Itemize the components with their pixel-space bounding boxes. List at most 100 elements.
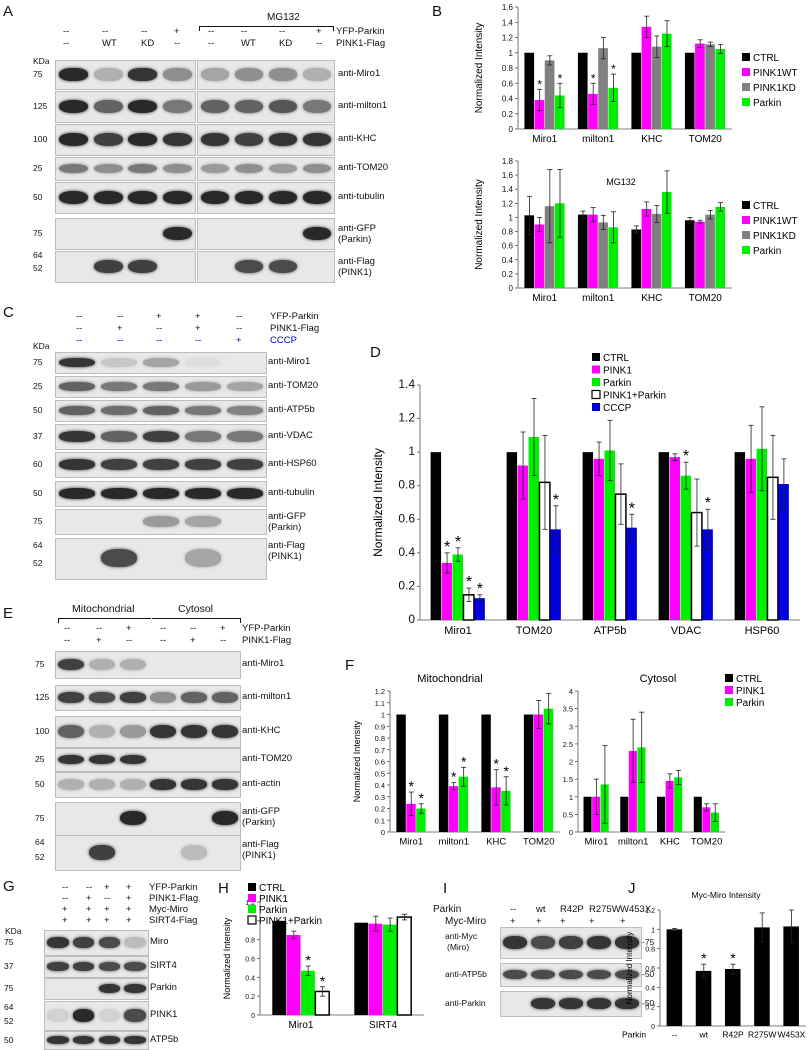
lane-treatment-mark: + xyxy=(190,635,196,646)
blot-band xyxy=(128,163,158,174)
bar xyxy=(598,222,608,288)
panel-letter-h: H xyxy=(218,880,229,897)
blot-band xyxy=(72,1009,95,1022)
mg132-bracket xyxy=(199,26,334,31)
blot-band xyxy=(587,969,611,980)
mw-marker: 50 xyxy=(33,405,43,415)
bar xyxy=(286,934,301,1015)
bar xyxy=(534,224,545,288)
category-label: milton1 xyxy=(582,293,615,304)
bar xyxy=(396,916,412,1016)
y-tick-label: 1.4 xyxy=(502,18,514,27)
significance-star: * xyxy=(466,574,472,591)
lane-treatment-mark: -- xyxy=(156,335,163,346)
blot-band xyxy=(89,754,115,765)
lane-treatment-mark: + xyxy=(104,915,110,926)
blot-band xyxy=(72,937,95,948)
lane-treatment-mark: -- xyxy=(117,311,124,322)
legend-label: Parkin xyxy=(259,905,287,916)
blot-band xyxy=(128,190,158,204)
legend-label: PINK1+Parkin xyxy=(603,391,666,402)
legend-label: CTRL xyxy=(259,883,286,894)
blot-band xyxy=(89,692,115,703)
category-label: TOM20 xyxy=(523,837,555,848)
y-tick-label: 0 xyxy=(569,828,573,837)
antibody-label: anti-Miro1 xyxy=(242,658,285,669)
lane-treatment-mark: -- xyxy=(64,623,71,634)
y-tick-label: 0.9 xyxy=(375,722,385,731)
y-tick-label: 1 xyxy=(408,444,415,458)
blot-band xyxy=(58,163,88,174)
lane-treatment-mark: + xyxy=(156,311,162,322)
blot-band xyxy=(93,163,123,174)
antibody-label: anti-KHC xyxy=(242,725,281,736)
y-axis-label: Normalized Intensity xyxy=(371,448,385,557)
lane-treatment-mark: -- xyxy=(62,882,69,893)
lane-treatment-mark: -- xyxy=(160,635,167,646)
mw-marker: 125 xyxy=(35,692,50,702)
x-axis-title: Parkin xyxy=(622,1030,646,1040)
legend-label: PINK1KD xyxy=(753,231,796,242)
y-tick-label: 0 xyxy=(509,125,514,134)
blot-band xyxy=(89,658,115,671)
panel-letter-b: B xyxy=(432,3,443,20)
y-tick-label: 1.2 xyxy=(398,411,415,425)
blot-band xyxy=(227,431,263,442)
antibody-label: anti-tubulin xyxy=(338,191,385,202)
lane-treatment-mark: -- xyxy=(156,323,163,334)
significance-star: * xyxy=(320,973,326,989)
panel-letter-e: E xyxy=(3,605,14,622)
blot-a-left xyxy=(55,91,196,123)
bar xyxy=(272,920,287,1015)
blot-band xyxy=(200,132,230,146)
blot-a-right xyxy=(197,124,335,156)
lane-treatment-mark: + xyxy=(220,623,226,634)
legend-label: PINK1+Parkin xyxy=(259,916,322,927)
blot-band xyxy=(181,754,207,765)
legend-swatch xyxy=(591,389,601,400)
blot-band xyxy=(98,1036,121,1044)
blot-band xyxy=(185,459,221,470)
y-tick-label: 0.2 xyxy=(502,270,514,279)
significance-star: * xyxy=(553,492,559,509)
bar xyxy=(715,48,726,129)
y-tick-label: 1 xyxy=(651,927,655,934)
lane-treatment-mark: -- xyxy=(76,323,83,334)
antibody-label: anti-Miro1 xyxy=(268,356,311,367)
blot-band xyxy=(185,431,221,442)
bar xyxy=(577,214,588,288)
antibody-label-sub: (PINK1) xyxy=(338,267,372,278)
y-tick-label: 0.5 xyxy=(375,769,385,778)
blot-band xyxy=(58,190,88,204)
antibody-label-sub: (Miro) xyxy=(447,942,470,952)
legend-swatch xyxy=(725,686,733,694)
y-tick-label: 1.4 xyxy=(502,185,514,194)
blot-band xyxy=(234,163,264,174)
y-tick-label: 0 xyxy=(651,1024,655,1031)
antibody-label: anti-HSP60 xyxy=(268,458,317,469)
blot-band xyxy=(268,68,298,81)
blot-a-left xyxy=(55,157,196,181)
blot-band xyxy=(101,549,137,567)
blot-band xyxy=(181,692,207,703)
bar xyxy=(783,926,799,1026)
bar xyxy=(554,203,565,288)
category-label: Miro1 xyxy=(399,837,423,848)
bar xyxy=(544,60,555,129)
blot-band xyxy=(615,998,639,1009)
bar xyxy=(598,48,608,129)
blot-band xyxy=(268,99,298,113)
mw-marker: 75 xyxy=(33,516,43,526)
bar xyxy=(695,43,705,129)
blot-band xyxy=(59,358,95,367)
blot-band xyxy=(58,692,85,703)
bar xyxy=(533,714,544,832)
lane-treatment-mark: -- xyxy=(76,311,83,322)
blot-band xyxy=(59,406,95,415)
blot-band xyxy=(234,190,264,204)
legend-swatch xyxy=(248,883,256,891)
bar xyxy=(693,796,702,832)
category-label: SIRT4 xyxy=(369,1020,398,1031)
chart-b-top: 0 0.2 0.4 0.6 0.8 1 1.2 1.4 1.6 Normalized Intens… xyxy=(474,3,797,145)
significance-star: * xyxy=(701,950,707,966)
